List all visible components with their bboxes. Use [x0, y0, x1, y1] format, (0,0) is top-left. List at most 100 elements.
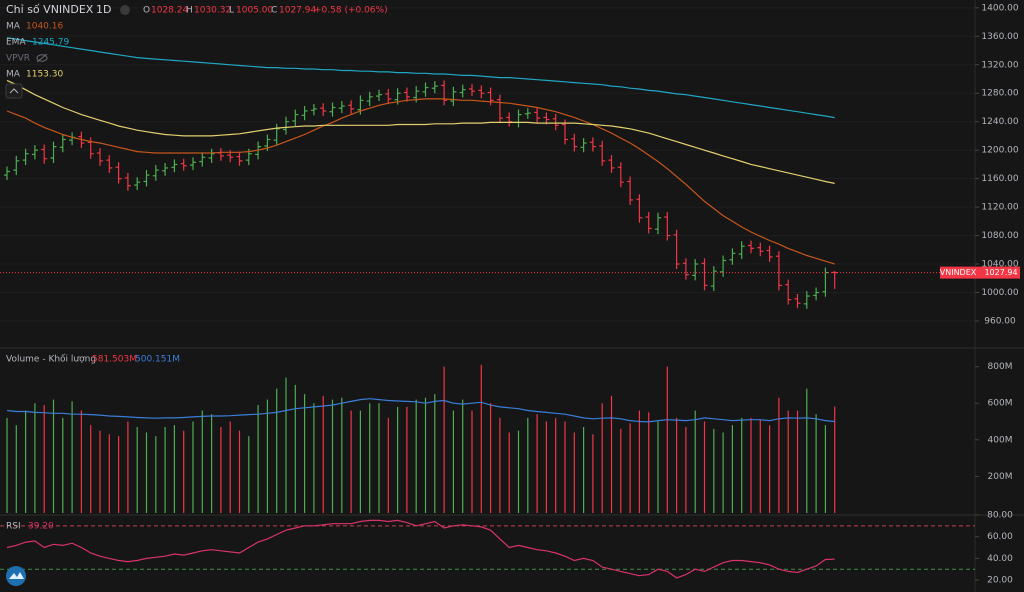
volume-bar — [285, 377, 287, 513]
volume-bar — [824, 425, 826, 513]
volume-bar — [248, 436, 250, 513]
volume-bar — [750, 417, 752, 513]
ohlc-key: L — [229, 6, 234, 16]
volume-bar — [462, 399, 464, 513]
pane-title: Volume - Khối lượng — [6, 354, 96, 365]
legend-name: MA — [6, 22, 21, 32]
volume-bar — [136, 427, 138, 513]
grid — [0, 7, 979, 581]
volume-bar — [341, 397, 343, 513]
volume-bar — [80, 410, 82, 513]
labels: Chỉ số VNINDEX 1D O 1028.24 H 1030.32 L … — [5, 3, 1020, 586]
volume-bar — [183, 430, 185, 513]
volume-bar — [620, 428, 622, 513]
status-icon[interactable] — [120, 5, 130, 15]
volume-bar — [276, 388, 278, 513]
y-tick-label: 1320.00 — [981, 60, 1018, 70]
interval: 1D — [96, 3, 111, 16]
volume-bar — [350, 410, 352, 513]
price-tag-symbol: VNINDEX — [940, 268, 977, 277]
legend-value: 39.20 — [28, 522, 54, 532]
volume-bar — [657, 421, 659, 513]
volume-bar — [564, 421, 566, 513]
volume-bar — [666, 366, 668, 513]
volume-bar — [629, 423, 631, 513]
ohlc-value: 1005.00 — [236, 6, 273, 16]
ohlc-value: 1030.32 — [194, 6, 231, 16]
volume-bar — [387, 417, 389, 513]
y-tick-label: 1240.00 — [981, 117, 1018, 127]
volume-bar — [694, 410, 696, 513]
y-tick-label: 1120.00 — [981, 203, 1018, 213]
volume-bar — [192, 421, 194, 513]
y-tick-label: 800M — [988, 362, 1013, 372]
volume-bar — [731, 425, 733, 513]
volume-bar — [211, 414, 213, 513]
volume-bar — [536, 414, 538, 513]
volume-bar — [601, 403, 603, 513]
legend-value: 1153.30 — [26, 70, 63, 80]
volume-bar — [545, 421, 547, 513]
y-tick-label: 1400.00 — [981, 3, 1018, 13]
y-tick-label: 1360.00 — [981, 32, 1018, 42]
volume-bar — [471, 410, 473, 513]
volume-bar — [25, 410, 27, 513]
volume-bar — [648, 412, 650, 513]
volume-bar — [434, 394, 436, 513]
volume-bar — [34, 403, 36, 513]
volume-bar — [415, 399, 417, 513]
logo[interactable] — [6, 566, 26, 586]
volume-bar — [145, 432, 148, 513]
volume-bar — [713, 428, 715, 513]
legend-value: 1245.79 — [32, 38, 69, 48]
volume-bar — [796, 410, 799, 513]
eye-off-icon[interactable] — [36, 53, 48, 63]
volume-bar — [592, 434, 594, 513]
ma-line — [6, 98, 835, 265]
volume-bar — [6, 417, 8, 513]
legend-value: 1040.16 — [26, 22, 63, 32]
volume-bar — [610, 395, 613, 513]
volume-bar — [703, 421, 706, 513]
volume-bar — [778, 397, 780, 513]
y-tick-label: 960.00 — [984, 316, 1016, 326]
price-tag-value: 1027.94 — [984, 268, 1017, 277]
volume-bar — [220, 427, 222, 513]
y-tick-label: 20.00 — [987, 576, 1013, 586]
volume-bar — [769, 425, 771, 513]
ma-line — [6, 79, 835, 184]
volume-bar — [527, 417, 529, 513]
y-tick-label: 60.00 — [987, 532, 1013, 542]
legend-value: 500.151M — [135, 355, 180, 365]
collapse-button[interactable] — [5, 83, 23, 99]
change: +0.58 (+0.06%) — [314, 6, 388, 16]
volume-bar — [583, 427, 585, 513]
y-tick-label: 600M — [988, 399, 1013, 409]
volume-bar — [359, 410, 361, 513]
marks — [0, 37, 975, 579]
volume-bar — [229, 421, 231, 513]
volume-bar — [62, 417, 64, 513]
volume-bar — [304, 394, 306, 513]
y-tick-label: 1000.00 — [981, 288, 1018, 298]
pane-title: RSI — [6, 522, 21, 532]
volume-bar — [676, 417, 678, 513]
volume-bar — [90, 425, 92, 513]
volume-bar — [164, 427, 166, 513]
y-tick-label: 1040.00 — [981, 260, 1018, 270]
volume-bar — [806, 388, 808, 513]
volume-bar — [108, 434, 110, 513]
legend-name: EMA — [6, 38, 26, 48]
volume-bar — [71, 401, 73, 513]
hidden-indicator[interactable]: VPVR — [6, 54, 30, 64]
y-tick-label: 80.00 — [987, 511, 1013, 521]
volume-bar — [201, 410, 203, 513]
price-tag-bg — [940, 266, 1020, 279]
volume-bar — [443, 366, 445, 513]
volume-bar — [555, 417, 557, 513]
volume-bar — [322, 395, 324, 513]
ohlc-key: O — [143, 6, 150, 16]
volume-bar — [722, 432, 724, 513]
volume-bar — [499, 417, 501, 513]
